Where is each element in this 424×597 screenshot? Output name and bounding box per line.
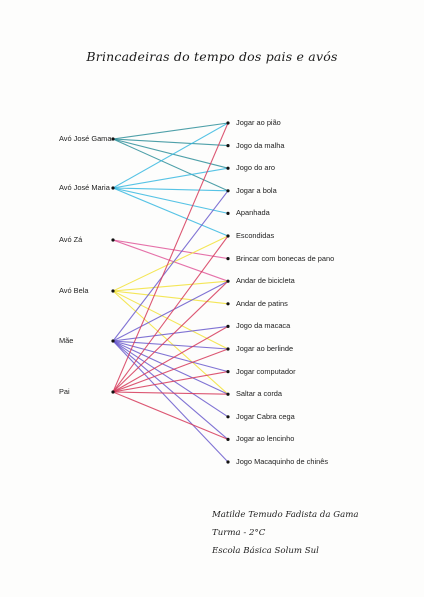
connection-line [112, 167, 229, 189]
person-label: Avó José Gama [59, 134, 112, 143]
connection-line [112, 280, 229, 292]
game-dot [226, 302, 230, 306]
game-dot [226, 144, 230, 148]
game-dot [226, 370, 230, 374]
person-label: Avó Zá [59, 235, 83, 244]
game-dot [226, 437, 230, 441]
game-label: Jogar ao pião [236, 118, 281, 127]
connection-line [112, 138, 229, 192]
school-name: Escola Básica Solum Sul [212, 546, 319, 556]
game-label: Escondidas [236, 231, 275, 240]
connection-line [112, 325, 229, 393]
game-label: Jogar ao berlinde [236, 344, 294, 353]
game-dot [226, 347, 230, 351]
connection-line [112, 348, 229, 393]
game-dot [226, 166, 230, 170]
connection-line [112, 371, 229, 393]
person-dot [111, 238, 115, 242]
person-dot [111, 339, 115, 343]
connection-line [112, 340, 229, 463]
connection-line [112, 325, 229, 342]
game-label: Jogo da macaca [236, 321, 291, 331]
game-label: Jogar a bola [236, 185, 277, 195]
person-dot [111, 390, 115, 394]
connection-line [112, 239, 229, 260]
connection-line [112, 187, 229, 214]
connection-line [112, 280, 229, 393]
game-dot [226, 392, 230, 396]
game-label: Jogo Macaquinho de chinês [236, 457, 329, 466]
game-label: Jogar Cabra cega [236, 411, 295, 421]
game-label: Apanhada [236, 208, 270, 218]
game-dot [226, 234, 230, 238]
connection-line [112, 290, 229, 350]
connection-line [112, 138, 229, 169]
person-dot [111, 186, 115, 190]
game-dot [226, 211, 230, 215]
connection-line [112, 391, 229, 440]
person-dot [111, 137, 115, 141]
connection-line [112, 190, 229, 342]
student-class: Turma - 2°C [212, 528, 266, 538]
connection-line [112, 122, 229, 189]
connection-line [112, 391, 229, 395]
game-label: Andar de bicicleta [236, 276, 295, 286]
connection-line [112, 290, 229, 305]
game-label: Jogo do aro [236, 163, 276, 173]
connection-line [112, 340, 229, 395]
connection-line [112, 340, 229, 350]
game-label: Brincar com bonecas de pano [236, 253, 335, 263]
game-dot [226, 189, 230, 193]
connection-line [112, 235, 229, 393]
game-label: Jogo da malha [236, 140, 285, 150]
connection-line [112, 122, 229, 393]
connection-line [112, 239, 229, 282]
page-title: Brincadeiras do tempo dos pais e avós [86, 49, 338, 64]
game-dot [226, 324, 230, 328]
person-label: Mãe [59, 336, 74, 345]
game-dot [226, 279, 230, 283]
connection-line [112, 122, 229, 140]
game-dot [226, 257, 230, 261]
person-label: Avó Bela [59, 286, 89, 295]
connection-line [112, 138, 229, 147]
game-dot [226, 460, 230, 464]
connection-line [112, 340, 229, 440]
connection-line [112, 187, 229, 237]
game-label: Saltar a corda [236, 389, 283, 399]
person-label: Avó José Maria [59, 183, 110, 192]
connection-line [112, 187, 229, 192]
person-label: Pai [59, 387, 70, 396]
game-dot [226, 415, 230, 419]
connection-line [112, 235, 229, 292]
game-dot [226, 121, 230, 125]
game-label: Andar de patins [236, 298, 288, 308]
student-name: Matilde Temudo Fadista da Gama [212, 510, 359, 520]
connection-line [112, 340, 229, 418]
person-dot [111, 289, 115, 293]
connection-line [112, 290, 229, 395]
game-label: Jogar computador [236, 366, 296, 376]
connection-line [112, 280, 229, 342]
game-label: Jogar ao lencinho [236, 434, 295, 444]
